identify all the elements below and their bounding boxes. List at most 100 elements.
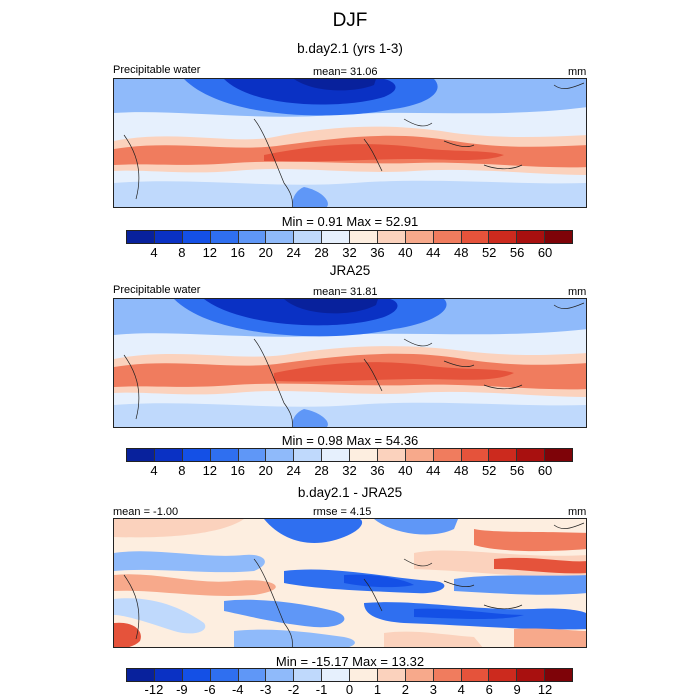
colorbar-1-bin (294, 231, 323, 243)
colorbar-1-tick: 56 (509, 245, 525, 260)
panel-3-colorbar (126, 668, 573, 682)
colorbar-3-tick: 3 (429, 682, 437, 697)
panel-3-title: b.day2.1 - JRA25 (297, 485, 403, 500)
colorbar-2-tick: 60 (537, 463, 553, 478)
colorbar-1-tick: 24 (286, 245, 301, 260)
colorbar-2-bin (433, 449, 462, 461)
colorbar-2-bin (489, 449, 518, 461)
colorbar-1-tick: 20 (258, 245, 273, 260)
colorbar-2-bin (322, 449, 350, 461)
colorbar-2-tick: 12 (202, 463, 218, 478)
panel-1-left-label: Precipitable water (113, 64, 201, 76)
colorbar-3-tick: -12 (144, 682, 164, 697)
colorbar-1-tick: 28 (314, 245, 329, 260)
colorbar-3-bin (210, 669, 239, 681)
panel-2-ticks: 4 8 12 16 20 24 28 32 36 40 44 48 52 56 … (126, 463, 573, 479)
panel-3-units: mm (568, 506, 587, 518)
colorbar-1-bin (545, 231, 572, 243)
colorbar-3-bin (182, 669, 211, 681)
colorbar-3-bin (433, 669, 462, 681)
colorbar-3-bin (517, 669, 546, 681)
colorbar-3-bin (238, 669, 267, 681)
panel-3-ticks: -12 -9 -6 -4 -3 -2 -1 0 1 2 3 4 6 9 12 (126, 682, 573, 698)
colorbar-2-bin (127, 449, 155, 461)
colorbar-2-tick: 52 (481, 463, 497, 478)
colorbar-2-tick: 4 (150, 463, 158, 478)
panel-1-title: b.day2.1 (yrs 1-3) (297, 41, 403, 56)
colorbar-1-bin (210, 231, 239, 243)
colorbar-1-tick: 4 (150, 245, 158, 260)
colorbar-3-tick: -9 (176, 682, 188, 697)
colorbar-3-bin (154, 669, 183, 681)
colorbar-3-bin (350, 669, 378, 681)
colorbar-1-bin (182, 231, 211, 243)
colorbar-1-tick: 16 (230, 245, 245, 260)
colorbar-1-tick: 40 (398, 245, 413, 260)
colorbar-3-bin (322, 669, 350, 681)
colorbar-1-bin (154, 231, 183, 243)
colorbar-3-bin (489, 669, 518, 681)
colorbar-2-tick: 56 (509, 463, 525, 478)
panel-3-minmax: Min = -15.17 Max = 13.32 (275, 654, 425, 669)
panel-3-rmse: rmse = 4.15 (313, 506, 372, 518)
panel-2-units: mm (568, 286, 587, 298)
colorbar-3-bin (545, 669, 572, 681)
panel-2-colorbar (126, 448, 573, 462)
colorbar-3-tick: 2 (401, 682, 409, 697)
colorbar-3-tick: 4 (457, 682, 465, 697)
colorbar-2-tick: 44 (426, 463, 441, 478)
colorbar-1-bin (350, 231, 378, 243)
panel-3-left-label: mean = -1.00 (113, 506, 179, 518)
colorbar-2-tick: 8 (178, 463, 186, 478)
colorbar-2-bin (182, 449, 211, 461)
colorbar-2-tick: 20 (258, 463, 273, 478)
panel-1-minmax: Min = 0.91 Max = 52.91 (281, 214, 419, 229)
colorbar-1-tick: 44 (426, 245, 441, 260)
colorbar-2-tick: 36 (370, 463, 385, 478)
panel-1-map (113, 78, 587, 208)
colorbar-3-tick: 12 (537, 682, 553, 697)
colorbar-3-bin (127, 669, 155, 681)
colorbar-3-tick: -3 (259, 682, 272, 697)
panel-1-colorbar (126, 230, 573, 244)
colorbar-1-tick: 60 (537, 245, 553, 260)
panel-3-map (113, 518, 587, 648)
colorbar-2-bin (350, 449, 378, 461)
colorbar-2-tick: 16 (230, 463, 245, 478)
colorbar-3-tick: 9 (513, 682, 521, 697)
colorbar-1-tick: 36 (370, 245, 385, 260)
colorbar-1-bin (266, 231, 295, 243)
colorbar-2-bin (517, 449, 546, 461)
colorbar-3-bin (405, 669, 434, 681)
colorbar-2-tick: 40 (398, 463, 413, 478)
colorbar-1-bin (377, 231, 406, 243)
colorbar-1-tick: 52 (481, 245, 497, 260)
colorbar-2-tick: 48 (454, 463, 469, 478)
colorbar-3-bin (461, 669, 490, 681)
colorbar-2-bin (294, 449, 323, 461)
colorbar-2-tick: 24 (286, 463, 301, 478)
colorbar-3-tick: 6 (485, 682, 493, 697)
panel-2-minmax: Min = 0.98 Max = 54.36 (281, 433, 419, 448)
colorbar-2-bin (266, 449, 295, 461)
panel-1-ticks: 4 8 12 16 20 24 28 32 36 40 44 48 52 56 … (126, 245, 573, 261)
colorbar-2-bin (377, 449, 406, 461)
colorbar-2-tick: 32 (342, 463, 357, 478)
colorbar-3-bin (266, 669, 295, 681)
colorbar-1-bin (322, 231, 350, 243)
colorbar-1-tick: 12 (202, 245, 218, 260)
colorbar-2-bin (405, 449, 434, 461)
colorbar-1-bin (461, 231, 490, 243)
colorbar-3-bin (377, 669, 406, 681)
panel-1-units: mm (568, 66, 587, 78)
colorbar-2-bin (238, 449, 267, 461)
colorbar-3-tick: -2 (287, 682, 300, 697)
main-title: DJF (332, 10, 368, 31)
panel-3-field (114, 519, 586, 647)
colorbar-1-bin (238, 231, 267, 243)
panel-2-field (114, 299, 586, 427)
panel-1-mean: mean= 31.06 (313, 66, 378, 78)
panel-2-map (113, 298, 587, 428)
colorbar-2-bin (461, 449, 490, 461)
colorbar-1-bin (405, 231, 434, 243)
